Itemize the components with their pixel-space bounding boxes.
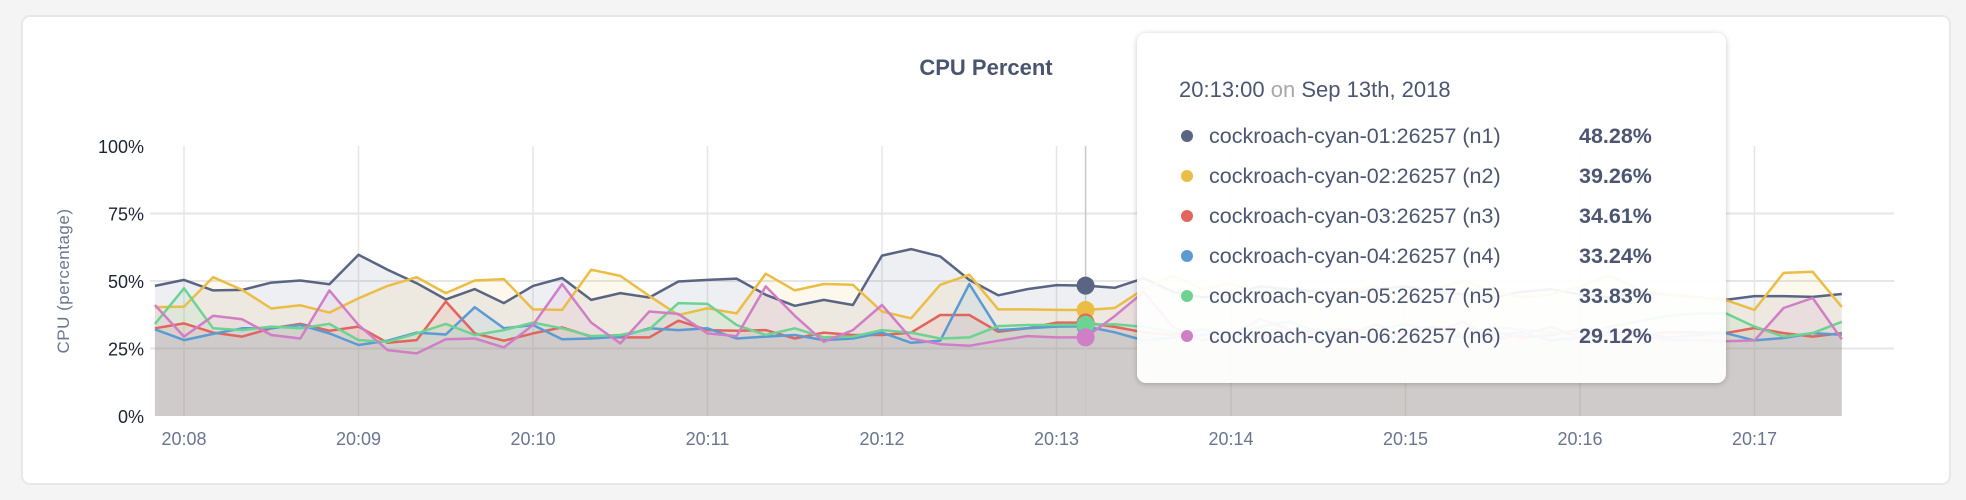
tooltip-series-value: 39.26%: [1579, 163, 1652, 188]
tooltip-date: Sep 13th, 2018: [1301, 77, 1451, 102]
series-fill-n6: [154, 284, 1842, 416]
tooltip-on: on: [1270, 77, 1296, 102]
x-tick-label: 20:08: [161, 429, 206, 449]
series-dot-icon: [1181, 210, 1193, 222]
hover-markers: [1076, 276, 1095, 347]
tooltip-row: cockroach-cyan-02:26257 (n2) 39.26%: [1179, 156, 1726, 196]
x-tick-label: 20:16: [1557, 429, 1602, 449]
series-dot-icon: [1181, 330, 1193, 342]
hover-marker-n1: [1076, 276, 1095, 295]
hover-marker-n2: [1076, 300, 1095, 319]
y-tick-label: 75%: [108, 205, 144, 225]
tooltip-series-name: cockroach-cyan-05:26257 (n5): [1209, 283, 1501, 308]
x-tick-label: 20:09: [336, 429, 381, 449]
hover-tooltip: 20:13:00 on Sep 13th, 2018 cockroach-cya…: [1137, 33, 1726, 383]
tooltip-row: cockroach-cyan-04:26257 (n4) 33.24%: [1179, 236, 1726, 276]
tooltip-series-name: cockroach-cyan-03:26257 (n3): [1209, 203, 1501, 228]
x-tick-label: 20:17: [1732, 429, 1777, 449]
tooltip-row: cockroach-cyan-01:26257 (n1) 48.28%: [1179, 116, 1726, 156]
tooltip-series-name: cockroach-cyan-01:26257 (n1): [1209, 123, 1501, 148]
tooltip-series-value: 34.61%: [1579, 203, 1652, 228]
series-dot-icon: [1181, 250, 1193, 262]
y-tick-label: 0%: [118, 407, 144, 427]
x-tick-label: 20:15: [1383, 429, 1428, 449]
x-tick-label: 20:13: [1034, 429, 1079, 449]
series-dot-icon: [1181, 170, 1193, 182]
series-fill-n5: [154, 288, 1842, 416]
tooltip-series-name: cockroach-cyan-02:26257 (n2): [1209, 163, 1501, 188]
x-tick-label: 20:10: [510, 429, 555, 449]
hover-marker-n6: [1076, 328, 1095, 347]
tooltip-time: 20:13:00: [1179, 77, 1265, 102]
hover-marker-n5: [1076, 315, 1095, 334]
x-tick-label: 20:12: [859, 429, 904, 449]
y-tick-label: 50%: [108, 272, 144, 292]
tooltip-row: cockroach-cyan-05:26257 (n5) 33.83%: [1179, 276, 1726, 316]
x-tick-labels: 20:08 20:09 20:10 20:11 20:12 20:13 20:14 20:15…: [161, 429, 1777, 449]
y-tick-label: 25%: [108, 340, 144, 360]
y-tick-label: 100%: [98, 137, 144, 157]
tooltip-row: cockroach-cyan-03:26257 (n3) 34.61%: [1179, 196, 1726, 236]
tooltip-row: cockroach-cyan-06:26257 (n6) 29.12%: [1179, 316, 1726, 356]
tooltip-series-name: cockroach-cyan-06:26257 (n6): [1209, 323, 1501, 348]
tooltip-series-value: 33.83%: [1579, 283, 1652, 308]
y-axis-label: CPU (percentage): [54, 208, 73, 353]
tooltip-series-value: 33.24%: [1579, 243, 1652, 268]
series-fill-n4: [154, 284, 1842, 416]
x-tick-label: 20:11: [686, 429, 730, 449]
series-dot-icon: [1181, 290, 1193, 302]
x-tick-label: 20:14: [1208, 429, 1253, 449]
tooltip-series-value: 29.12%: [1579, 323, 1652, 348]
tooltip-header: 20:13:00 on Sep 13th, 2018: [1179, 77, 1726, 103]
tooltip-series-value: 48.28%: [1579, 123, 1652, 148]
y-tick-labels: 0% 25% 50% 75% 100%: [98, 137, 144, 427]
chart-title: CPU Percent: [919, 55, 1053, 80]
series-dot-icon: [1181, 130, 1193, 142]
tooltip-series-name: cockroach-cyan-04:26257 (n4): [1209, 243, 1501, 268]
